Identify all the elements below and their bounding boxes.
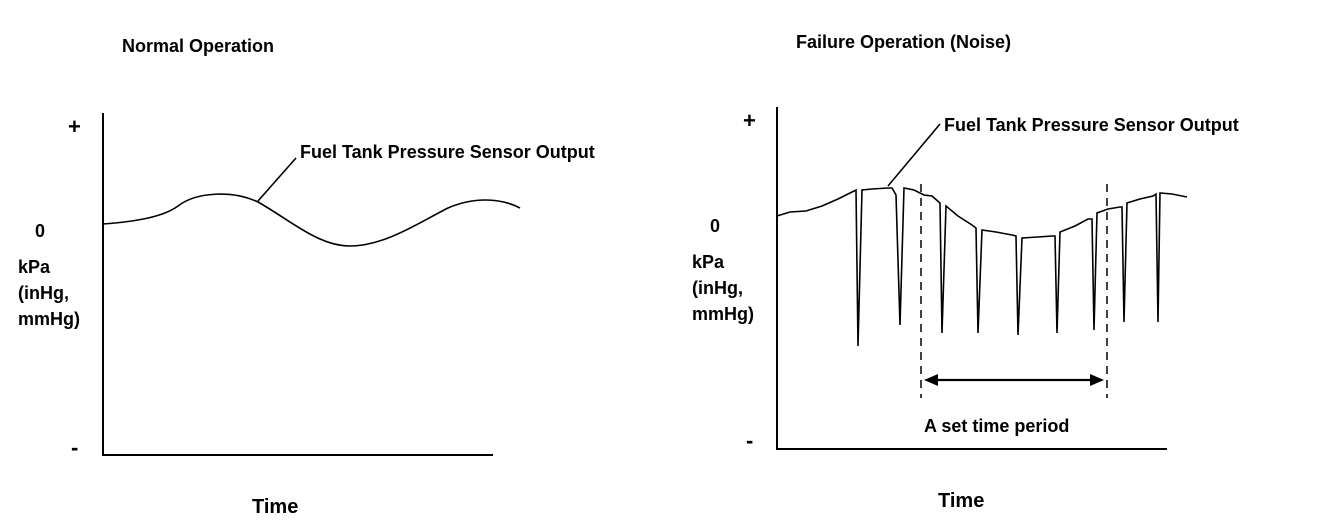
panel-title: Normal Operation <box>122 36 274 56</box>
curve-label: Fuel Tank Pressure Sensor Output <box>944 115 1239 135</box>
x-axis-label: Time <box>938 490 984 512</box>
period-arrow-left-head <box>924 374 938 386</box>
curve-label-leader <box>887 123 941 187</box>
y-minus-label: - <box>746 428 753 453</box>
y-unit-line-2: (inHg, <box>692 278 743 298</box>
sensor-output-curve <box>102 193 521 247</box>
curve-label: Fuel Tank Pressure Sensor Output <box>300 142 595 162</box>
period-arrow-right-head <box>1090 374 1104 386</box>
y-zero-label: 0 <box>35 221 45 241</box>
y-unit-line-1: kPa <box>18 257 51 277</box>
y-plus-label: + <box>68 114 81 139</box>
curve-label-leader <box>257 157 297 202</box>
y-plus-label: + <box>743 108 756 133</box>
noisy-sensor-output-curve <box>776 187 1188 347</box>
y-zero-label: 0 <box>710 216 720 236</box>
axes <box>102 113 493 456</box>
axes <box>776 107 1167 450</box>
x-axis-label: Time <box>252 496 298 518</box>
y-unit-line-3: mmHg) <box>692 304 754 324</box>
panel-failure: Failure Operation (Noise) + 0 kPa (inHg,… <box>692 32 1239 512</box>
panel-title: Failure Operation (Noise) <box>796 32 1011 52</box>
y-unit-line-3: mmHg) <box>18 309 80 329</box>
y-minus-label: - <box>71 435 78 460</box>
panel-normal: Normal Operation + 0 kPa (inHg, mmHg) - … <box>18 36 595 518</box>
y-unit-line-2: (inHg, <box>18 283 69 303</box>
period-label: A set time period <box>924 416 1069 436</box>
y-unit-line-1: kPa <box>692 252 725 272</box>
